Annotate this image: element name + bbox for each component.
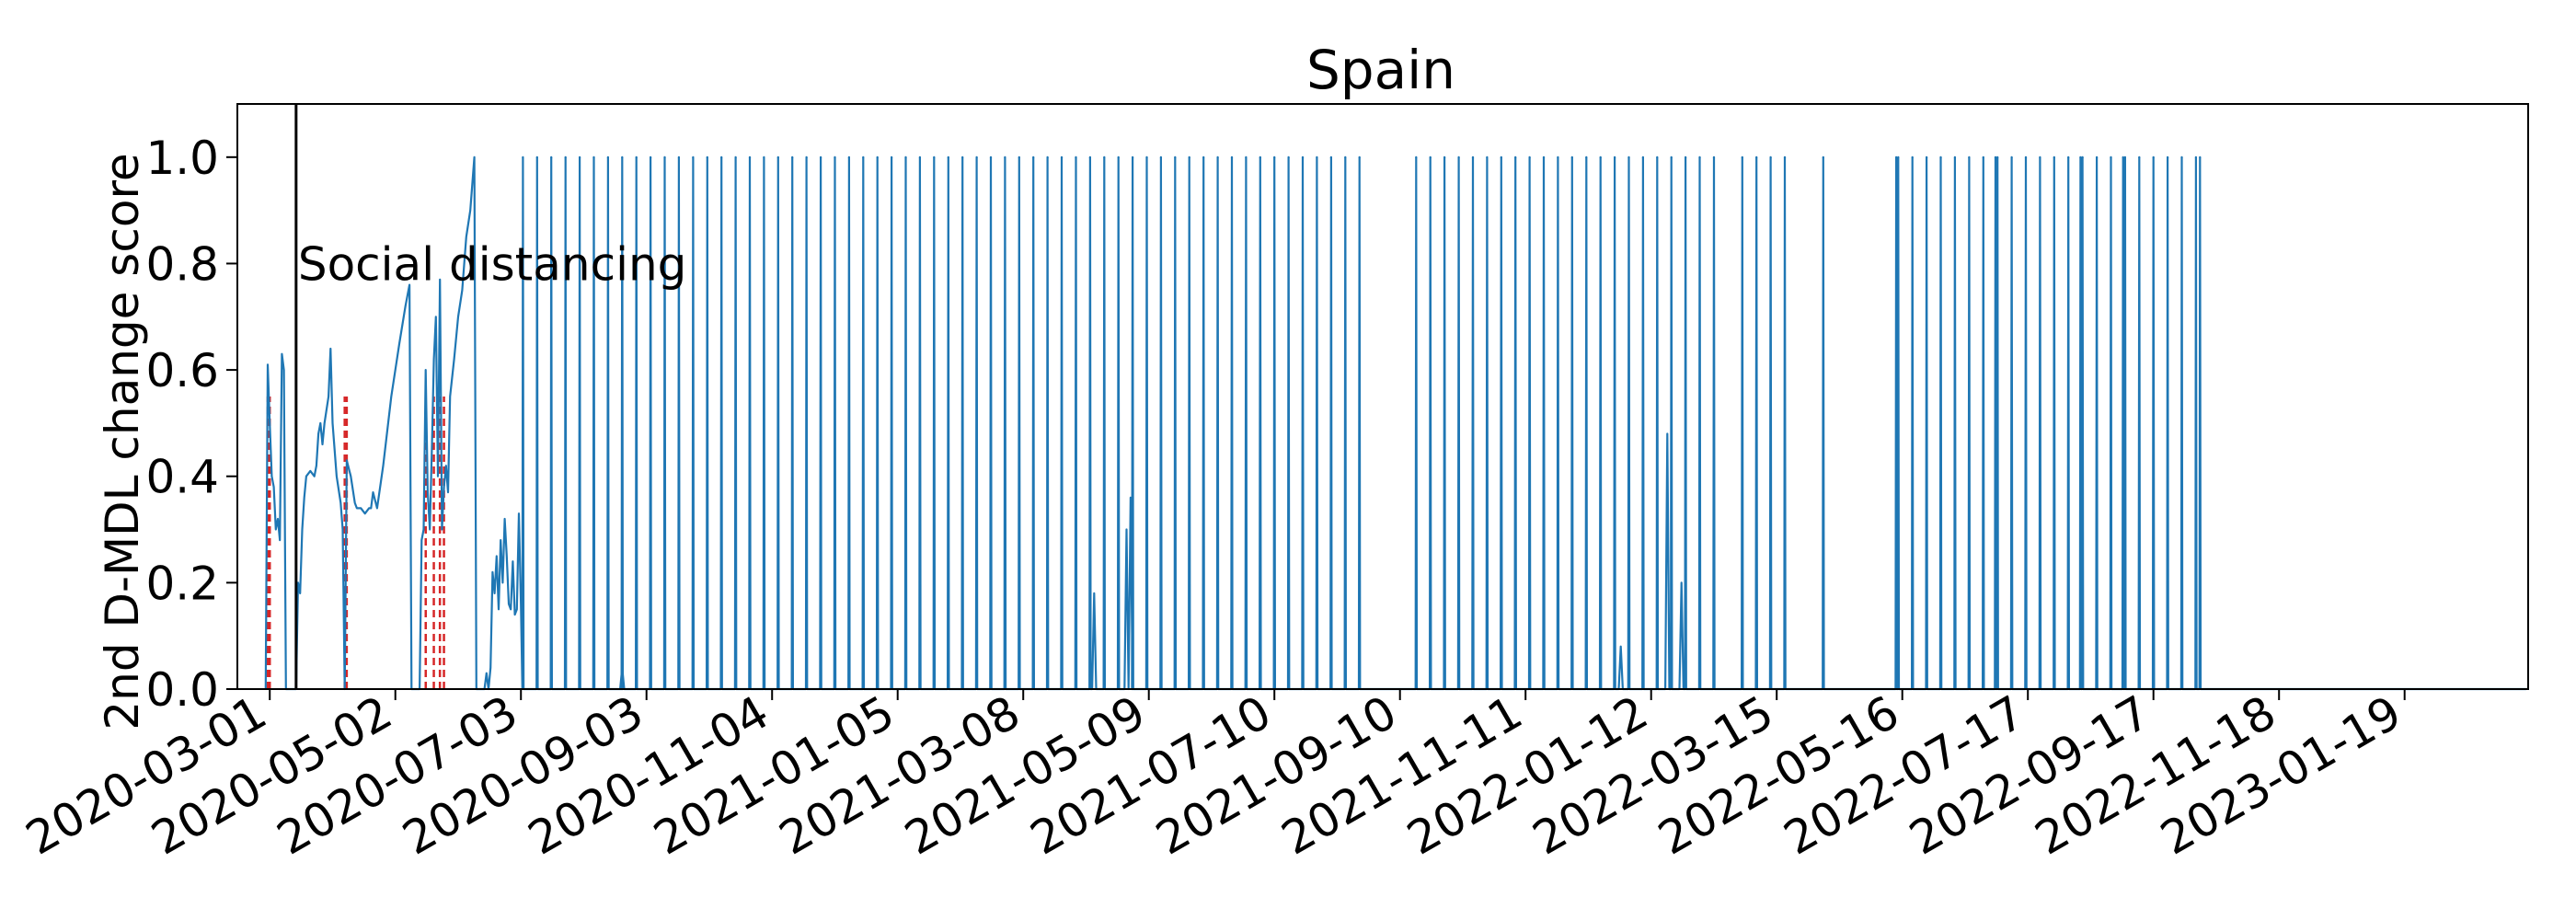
y-tick-label-1: 0.2: [145, 557, 219, 610]
y-axis: 0.0 0.2 0.4 0.6 0.8 1.0: [145, 132, 237, 717]
plot-frame: [236, 103, 2529, 690]
annotation-layer: Social distancing: [294, 104, 687, 689]
change-points: [266, 397, 445, 689]
y-tick-label-0: 0.0: [145, 663, 219, 717]
y-axis-label: 2nd D-MDL change score: [96, 153, 149, 730]
x-axis: 2020-03-012020-05-022020-07-032020-09-03…: [17, 685, 2410, 866]
chart-title: Spain: [1306, 39, 1455, 101]
y-tick-label-3: 0.6: [145, 344, 219, 397]
y-tick-label-2: 0.4: [145, 451, 219, 504]
y-tick-label-4: 0.8: [145, 237, 219, 291]
social-distancing-label: Social distancing: [298, 237, 687, 291]
y-tick-label-5: 1.0: [145, 132, 219, 185]
